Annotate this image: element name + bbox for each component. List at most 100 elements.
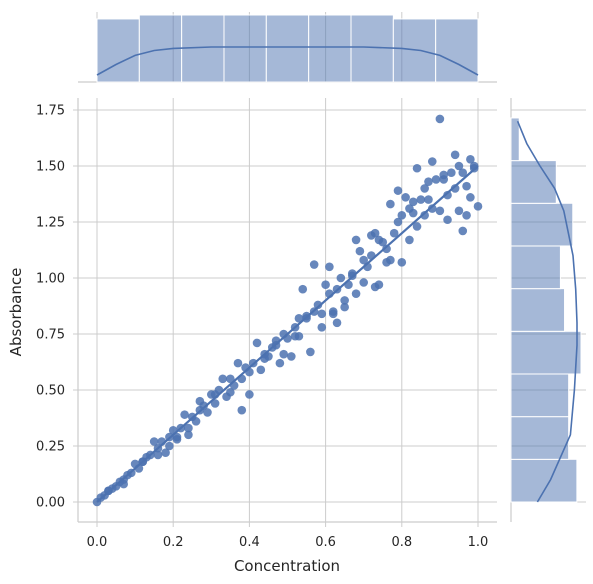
scatter-point <box>435 206 445 216</box>
scatter-point <box>248 358 258 368</box>
right-kde-curve <box>516 120 578 503</box>
y-tick-label: 0.75 <box>36 328 65 343</box>
scatter-point <box>218 374 228 384</box>
scatter-point <box>458 168 468 178</box>
scatter-point <box>245 367 254 377</box>
scatter-point <box>226 387 235 397</box>
scatter-point <box>176 423 186 433</box>
scatter-point <box>275 358 285 368</box>
scatter-point <box>290 322 300 332</box>
x-axis-label: Concentration <box>234 557 340 575</box>
right-histogram-bar <box>510 416 570 460</box>
right-histogram-bar <box>510 458 578 503</box>
scatter-point <box>279 349 288 359</box>
scatter-point <box>180 410 189 419</box>
right-histogram-bar <box>510 373 570 418</box>
scatter-point <box>347 271 357 281</box>
scatter-point <box>382 244 391 254</box>
x-tick-label: 1.0 <box>468 535 489 550</box>
scatter-point <box>283 334 292 343</box>
scatter-point <box>458 226 468 236</box>
scatter-point <box>313 300 323 310</box>
scatter-point <box>233 358 243 368</box>
scatter-point <box>252 338 262 348</box>
scatter-point <box>165 432 174 442</box>
scatter-point <box>370 228 380 238</box>
right-histogram-bar <box>510 160 557 204</box>
right-histogram-bar <box>510 245 561 290</box>
scatter-point <box>386 199 395 209</box>
scatter-point <box>382 258 391 267</box>
top-histogram-bar <box>223 14 267 83</box>
scatter-point <box>462 210 471 220</box>
scatter-point <box>332 318 342 328</box>
scatter-point <box>427 204 437 213</box>
scatter-point <box>161 448 170 458</box>
right-histogram-bar <box>510 202 574 247</box>
scatter-point <box>454 161 464 171</box>
scatter-point <box>454 206 464 216</box>
scatter-point <box>397 258 407 267</box>
x-tick-label: 0.6 <box>315 535 336 550</box>
scatter-point <box>294 331 304 341</box>
scatter-point <box>340 296 349 305</box>
scatter-point <box>412 163 422 173</box>
scatter-point <box>306 347 315 357</box>
scatter-point <box>351 235 361 245</box>
scatter-point <box>138 457 148 466</box>
right-histogram-bar <box>510 330 582 375</box>
scatter-point <box>469 161 479 171</box>
scatter-point <box>466 154 475 164</box>
scatter-point <box>420 184 429 193</box>
scatter-point <box>104 486 113 496</box>
scatter-point <box>405 235 414 245</box>
y-tick-label: 1.25 <box>36 216 65 231</box>
scatter-point <box>340 302 349 312</box>
scatter-point <box>256 365 266 375</box>
y-axis-label: Absorbance <box>7 268 25 357</box>
scatter-point <box>149 437 159 446</box>
scatter-point <box>191 417 201 426</box>
scatter-point <box>226 374 235 384</box>
scatter-point <box>309 260 319 269</box>
scatter-point <box>302 311 311 321</box>
scatter-point <box>397 210 407 220</box>
right-marginal-histogram <box>510 98 586 522</box>
top-histogram-bar <box>308 14 352 83</box>
scatter-point <box>325 262 334 272</box>
scatter-point <box>309 307 319 316</box>
top-histogram-bar <box>265 14 310 83</box>
scatter-plot-area: 0.0 0.2 0.4 0.6 0.8 1.0 0.00 0.25 0.50 0.75 1.00 1.… <box>36 98 497 550</box>
scatter-point <box>412 222 422 231</box>
y-tick-label: 1.75 <box>36 104 65 119</box>
scatter-point <box>119 479 128 489</box>
scatter-point <box>229 381 239 390</box>
top-histogram-bar <box>435 18 479 83</box>
scatter-point <box>473 202 483 211</box>
scatter-point <box>367 251 376 260</box>
scatter-point <box>355 246 365 256</box>
scatter-point <box>424 177 433 186</box>
scatter-point <box>165 441 174 451</box>
scatter-point <box>328 309 338 319</box>
scatter-point <box>184 430 193 440</box>
scatter-point <box>146 450 155 460</box>
top-kde-curve <box>96 46 479 76</box>
scatter-point <box>271 340 281 350</box>
scatter-point <box>450 184 460 193</box>
top-marginal-histogram <box>78 12 497 83</box>
y-tick-label: 1.50 <box>36 160 65 175</box>
scatter-point <box>462 181 471 191</box>
scatter-point <box>210 390 220 399</box>
scatter-point <box>332 284 342 294</box>
y-tick-label: 0.50 <box>36 384 65 399</box>
scatter-point <box>126 468 136 478</box>
scatter-point <box>389 228 399 238</box>
right-histogram-bar <box>510 117 520 162</box>
scatter-point <box>336 273 346 283</box>
scatter-point <box>435 114 445 124</box>
scatter-point <box>424 195 433 204</box>
scatter-point <box>443 190 452 200</box>
scatter-point <box>466 193 475 202</box>
